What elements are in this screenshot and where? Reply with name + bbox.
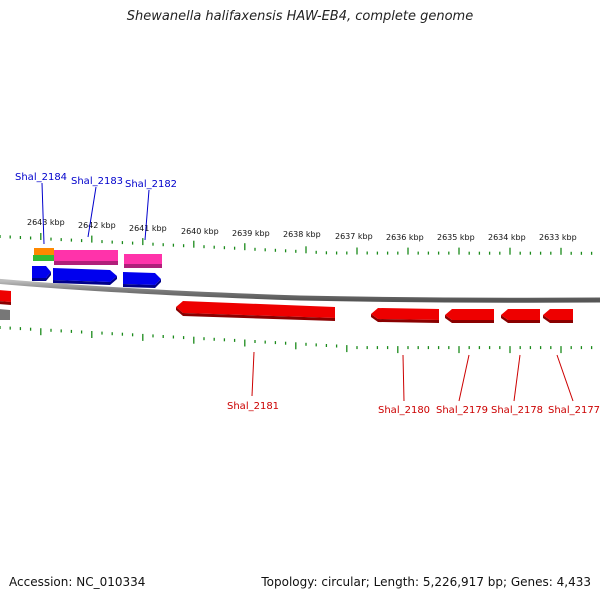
feature-pink-2[interactable]	[124, 254, 162, 266]
gene-shal-2183-arrow-shade	[53, 276, 117, 285]
genome-title: Shewanella halifaxensis HAW-EB4, complet…	[126, 9, 474, 24]
scale-label-2639: 2639 kbp	[232, 229, 270, 238]
gene-shal-2183-arrow[interactable]	[53, 268, 117, 282]
scale-label-2634: 2634 kbp	[488, 233, 526, 242]
gene-shal-2178-arrow[interactable]	[501, 309, 540, 320]
feature-pink-1[interactable]	[54, 250, 118, 263]
scale-label-2633: 2633 kbp	[539, 233, 577, 242]
scale-label-2638: 2638 kbp	[283, 230, 321, 239]
feature-bars	[33, 248, 162, 268]
scale-labels: 2643 kbp 2642 kbp 2641 kbp 2640 kbp 2639…	[27, 218, 577, 242]
gene-shal-2180-arrow-shade	[371, 314, 439, 323]
outer-tick-ring	[0, 233, 593, 255]
forward-gene-labels: Shal_2184 Shal_2183 Shal_2182	[15, 172, 177, 245]
gene-shal-2184-arrow[interactable]	[32, 266, 51, 278]
feature-pink-2-shade	[124, 264, 162, 268]
gene-shal-2184-arrow-shade	[32, 272, 51, 281]
label-shal-2178[interactable]: Shal_2178	[491, 405, 543, 416]
scale-label-2635: 2635 kbp	[437, 233, 475, 242]
scale-label-2640: 2640 kbp	[181, 227, 219, 236]
scale-label-2643: 2643 kbp	[27, 218, 65, 227]
scale-label-2636: 2636 kbp	[386, 233, 424, 242]
label-shal-2177[interactable]: Shal_2177	[548, 405, 600, 416]
gene-shal-2179-arrow[interactable]	[445, 309, 494, 320]
gene-shal-2180-arrow[interactable]	[371, 308, 439, 320]
leader-shal-2179	[458, 354, 470, 402]
gene-shal-2181-arrow-shade	[176, 307, 335, 321]
label-shal-2181[interactable]: Shal_2181	[227, 401, 279, 412]
leader-shal-2180	[402, 354, 405, 402]
label-shal-2183[interactable]: Shal_2183	[71, 176, 123, 187]
feature-green[interactable]	[33, 255, 54, 261]
gene-partial-left[interactable]	[0, 290, 11, 302]
feature-orange[interactable]	[34, 248, 54, 255]
gene-shal-2182-arrow[interactable]	[123, 272, 161, 285]
label-shal-2179[interactable]: Shal_2179	[436, 405, 488, 416]
inner-tick-ring	[0, 326, 593, 354]
gene-shal-2181-arrow[interactable]	[176, 301, 335, 318]
gene-partial-left-shade	[0, 301, 11, 305]
scale-label-2642: 2642 kbp	[78, 221, 116, 230]
scale-label-2641: 2641 kbp	[129, 224, 167, 233]
leader-shal-2181	[251, 351, 255, 397]
genome-backbone	[0, 278, 600, 303]
reverse-gene-labels: Shal_2181 Shal_2180 Shal_2179 Shal_2178 …	[227, 351, 600, 416]
leader-shal-2177	[556, 354, 574, 402]
label-shal-2180[interactable]: Shal_2180	[378, 405, 430, 416]
gene-partial-left-gray	[0, 309, 10, 320]
gene-shal-2179-arrow-shade	[445, 315, 494, 323]
leader-shal-2183	[87, 186, 97, 238]
label-shal-2184[interactable]: Shal_2184	[15, 172, 67, 183]
leader-shal-2184	[41, 182, 45, 245]
gene-shal-2178-arrow-shade	[501, 315, 540, 323]
genome-summary-text: Topology: circular; Length: 5,226,917 bp…	[261, 575, 591, 589]
gene-shal-2177-arrow[interactable]	[543, 309, 573, 320]
forward-genes	[32, 266, 161, 288]
label-shal-2182[interactable]: Shal_2182	[125, 179, 177, 190]
reverse-genes	[0, 290, 573, 323]
accession-text: Accession: NC_010334	[9, 575, 146, 589]
gene-shal-2177-arrow-shade	[543, 315, 573, 323]
leader-shal-2178	[513, 354, 521, 402]
feature-pink-1-shade	[54, 261, 118, 265]
scale-label-2637: 2637 kbp	[335, 232, 373, 241]
gene-shal-2182-arrow-shade	[123, 279, 161, 288]
leader-shal-2182	[144, 189, 150, 241]
